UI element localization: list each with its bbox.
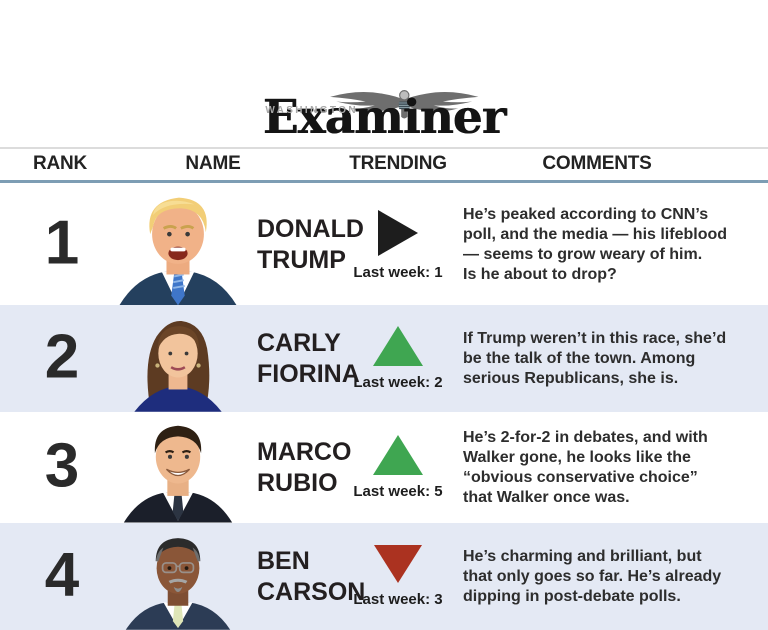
- last-week-label: Last week: 3: [353, 591, 443, 608]
- comment-text: He’s peaked according to CNN’s poll, and…: [463, 206, 728, 283]
- comment-text: If Trump weren’t in this race, she’d be …: [463, 329, 727, 387]
- trend-cell: Last week: 3: [330, 523, 466, 630]
- last-week-label: Last week: 2: [353, 374, 443, 391]
- candidate-row-carson: 4 BEN CARSON Last week: 3: [0, 523, 768, 630]
- masthead-title: Examiner: [262, 90, 507, 145]
- candidate-name: CARLY FIORINA: [257, 328, 360, 388]
- masthead-kicker: WASHINGTON: [265, 105, 359, 116]
- last-week-label: Last week: 5: [353, 483, 443, 500]
- candidate-row-trump: 1 DONALD TRUMP Last week: 1 He’s peak: [0, 185, 768, 305]
- column-header-rank: RANK: [32, 153, 88, 174]
- top-divider: [0, 147, 768, 149]
- column-header-name: NAME: [185, 153, 241, 174]
- rank-number: 2: [44, 321, 80, 391]
- header-divider: [0, 180, 768, 183]
- masthead: WASHINGTON Examiner: [0, 80, 768, 148]
- candidate-name: DONALD TRUMP: [257, 215, 364, 274]
- candidate-name: MARCO RUBIO: [257, 437, 352, 497]
- eagle-icon: [330, 90, 479, 119]
- trend-steady-icon: [378, 209, 418, 256]
- photo-carly-fiorina: [106, 309, 250, 412]
- rank-number: 1: [44, 208, 80, 278]
- column-header-trending: TRENDING: [349, 153, 447, 174]
- candidate-row-rubio: 3 MARCO RUBIO Last week: 5 He’s 2-for-2 …: [0, 412, 768, 523]
- candidate-name: BEN CARSON: [257, 546, 366, 606]
- rank-number: 4: [44, 539, 80, 609]
- comment-text: He’s 2-for-2 in debates, and with Walker…: [463, 428, 708, 506]
- candidate-row-fiorina: 2 CARLY FIORINA Last week: 2 If Trump we…: [0, 305, 768, 412]
- trend-cell: Last week: 5: [330, 412, 466, 523]
- trend-up-icon: [373, 326, 423, 366]
- comment-text: He’s charming and brilliant, but that on…: [463, 547, 722, 605]
- last-week-label: Last week: 1: [353, 263, 443, 281]
- trend-up-icon: [373, 435, 423, 475]
- trend-cell: Last week: 1: [330, 185, 466, 305]
- trend-cell: Last week: 2: [330, 305, 466, 412]
- rank-number: 3: [44, 430, 80, 500]
- photo-ben-carson: [106, 527, 250, 630]
- trend-down-icon: [374, 545, 422, 583]
- column-header-comments: COMMENTS: [542, 153, 652, 174]
- photo-donald-trump: [106, 190, 250, 305]
- photo-marco-rubio: [106, 416, 250, 523]
